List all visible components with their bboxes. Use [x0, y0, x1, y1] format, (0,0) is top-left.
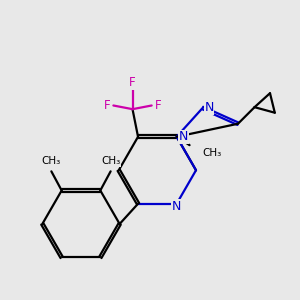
Text: F: F: [155, 99, 162, 112]
Text: CH₃: CH₃: [101, 156, 120, 166]
Text: N: N: [172, 200, 182, 213]
Text: N: N: [205, 101, 214, 115]
Text: CH₃: CH₃: [202, 148, 222, 158]
Text: N: N: [178, 130, 188, 143]
Text: F: F: [129, 76, 136, 89]
Text: CH₃: CH₃: [42, 156, 61, 166]
Text: F: F: [103, 99, 110, 112]
